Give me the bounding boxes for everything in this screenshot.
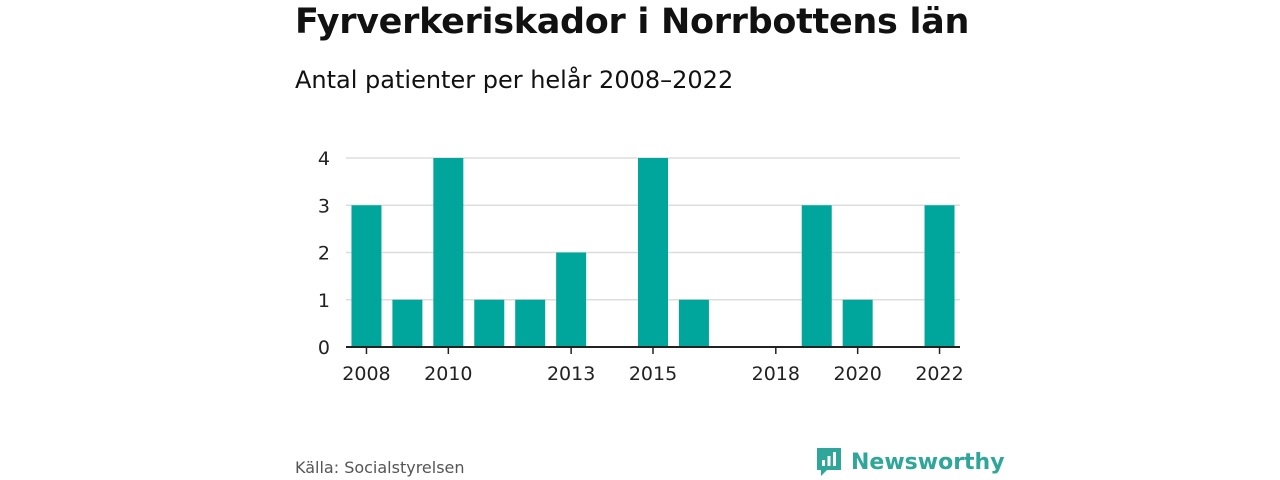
- x-tick-label: 2022: [915, 363, 963, 385]
- brand-name: Newsworthy: [851, 449, 1005, 475]
- bar[interactable]: [924, 205, 955, 347]
- x-tick-label: 2015: [629, 363, 677, 385]
- y-tick-label: 0: [318, 337, 330, 359]
- bar[interactable]: [515, 299, 546, 347]
- x-tick-label: 2008: [342, 363, 390, 385]
- bar[interactable]: [556, 252, 587, 348]
- bar[interactable]: [842, 299, 873, 347]
- bar[interactable]: [351, 205, 382, 347]
- x-tick-label: 2018: [752, 363, 800, 385]
- bar[interactable]: [638, 158, 668, 347]
- y-tick-label: 3: [318, 195, 330, 217]
- chart-title: Fyrverkeriskador i Norrbottens län: [295, 2, 970, 42]
- x-tick-label: 2010: [424, 363, 472, 385]
- bar[interactable]: [433, 158, 464, 347]
- y-tick-label: 2: [318, 243, 330, 265]
- bar[interactable]: [392, 299, 423, 347]
- bar-chart: 0 1 2 3 4 2008 2010 2013 2015 2018 2020 2022: [318, 148, 964, 385]
- bar[interactable]: [801, 205, 832, 347]
- x-tick-label: 2013: [547, 363, 595, 385]
- bar[interactable]: [678, 299, 709, 347]
- brand-logo[interactable]: Newsworthy: [815, 446, 1005, 478]
- chart-subtitle: Antal patienter per helår 2008–2022: [295, 66, 734, 94]
- newsworthy-logo-icon: [817, 448, 841, 476]
- y-tick-label: 1: [318, 290, 330, 312]
- source-note: Källa: Socialstyrelsen: [295, 458, 465, 477]
- x-tick-label: 2020: [833, 363, 881, 385]
- y-tick-label: 4: [318, 148, 330, 170]
- bar[interactable]: [474, 299, 505, 347]
